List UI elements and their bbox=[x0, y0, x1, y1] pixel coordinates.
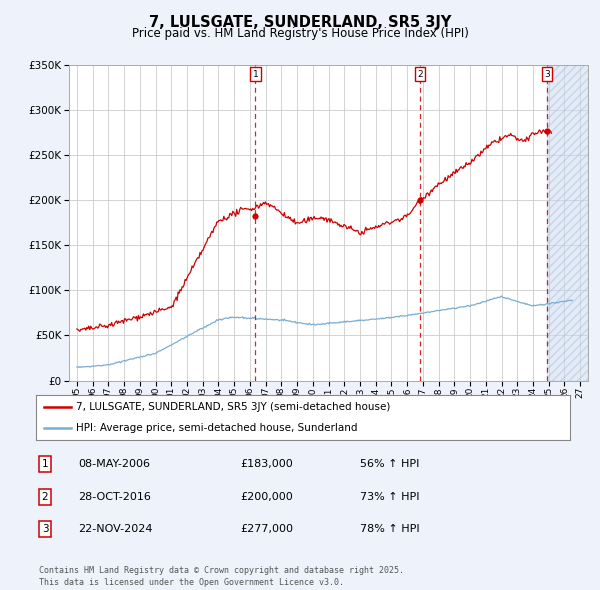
Bar bbox=[547, 65, 588, 381]
Text: 3: 3 bbox=[41, 525, 49, 534]
Text: 28-OCT-2016: 28-OCT-2016 bbox=[78, 492, 151, 502]
Text: 08-MAY-2006: 08-MAY-2006 bbox=[78, 460, 150, 469]
Text: 2: 2 bbox=[41, 492, 49, 502]
Text: 1: 1 bbox=[253, 70, 258, 78]
Text: 73% ↑ HPI: 73% ↑ HPI bbox=[360, 492, 419, 502]
Text: 56% ↑ HPI: 56% ↑ HPI bbox=[360, 460, 419, 469]
Text: 7, LULSGATE, SUNDERLAND, SR5 3JY: 7, LULSGATE, SUNDERLAND, SR5 3JY bbox=[149, 15, 451, 30]
Text: 22-NOV-2024: 22-NOV-2024 bbox=[78, 525, 152, 534]
Text: £183,000: £183,000 bbox=[240, 460, 293, 469]
Text: 2: 2 bbox=[417, 70, 423, 78]
Text: 3: 3 bbox=[544, 70, 550, 78]
Text: 78% ↑ HPI: 78% ↑ HPI bbox=[360, 525, 419, 534]
Text: £277,000: £277,000 bbox=[240, 525, 293, 534]
Text: 1: 1 bbox=[41, 460, 49, 469]
Text: £200,000: £200,000 bbox=[240, 492, 293, 502]
Text: HPI: Average price, semi-detached house, Sunderland: HPI: Average price, semi-detached house,… bbox=[76, 422, 358, 432]
Text: 7, LULSGATE, SUNDERLAND, SR5 3JY (semi-detached house): 7, LULSGATE, SUNDERLAND, SR5 3JY (semi-d… bbox=[76, 402, 391, 412]
Text: Price paid vs. HM Land Registry's House Price Index (HPI): Price paid vs. HM Land Registry's House … bbox=[131, 27, 469, 40]
Text: Contains HM Land Registry data © Crown copyright and database right 2025.
This d: Contains HM Land Registry data © Crown c… bbox=[39, 566, 404, 587]
